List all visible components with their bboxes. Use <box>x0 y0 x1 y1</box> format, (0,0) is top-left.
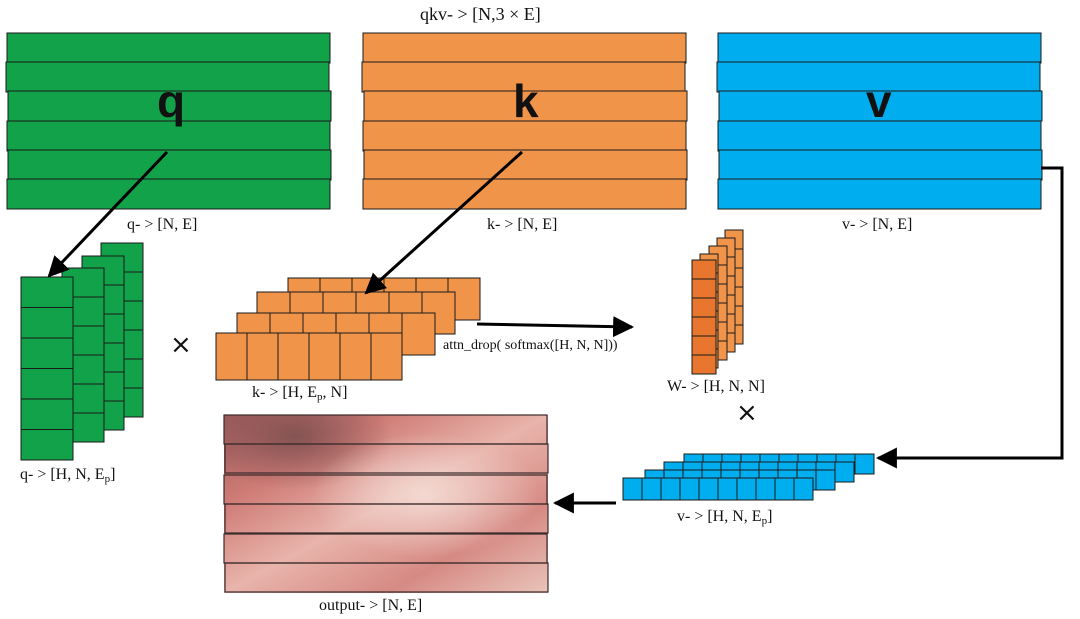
q-strip <box>6 32 331 64</box>
arrow-v-to-heads <box>875 166 1064 469</box>
k-strip <box>362 178 687 210</box>
q-head-cell <box>20 368 74 400</box>
v-block-label: v- > [N, E] <box>842 216 913 233</box>
w-cell <box>691 259 717 280</box>
v-head-cell <box>793 477 814 501</box>
w-cell <box>691 297 717 318</box>
k-strip <box>362 120 687 152</box>
v-heads-label: v- > [H, N, Ep] <box>677 508 773 527</box>
k-strip <box>362 32 687 64</box>
v-head-cell <box>854 453 875 475</box>
k-head-cell <box>277 332 310 381</box>
q-block-label: q- > [N, E] <box>127 216 198 233</box>
k-head-cell <box>215 332 248 381</box>
q-head-cell <box>20 276 74 308</box>
v-head-cell <box>660 477 681 501</box>
v-head-cell <box>736 477 757 501</box>
v-head-cell <box>698 477 719 501</box>
k-strip <box>363 149 688 181</box>
q-strip <box>7 149 332 181</box>
v-head-cell <box>622 477 643 501</box>
q-heads-label: q- > [H, N, Ep] <box>20 466 116 485</box>
w-cell <box>691 316 717 337</box>
w-cell <box>691 354 717 375</box>
v-head-cell <box>774 477 795 501</box>
k-head-cell <box>370 332 403 381</box>
v-head-cell <box>815 469 836 491</box>
output-block <box>223 414 549 593</box>
v-strip <box>717 32 1042 64</box>
multiply-symbol-qk: × <box>170 330 192 360</box>
v-strip <box>717 178 1042 210</box>
arrow-attn-to-w <box>476 316 635 338</box>
v-strip <box>717 120 1042 152</box>
v-head-cell <box>641 477 662 501</box>
k-block-label: k- > [N, E] <box>487 216 558 233</box>
v-head-cell <box>717 477 738 501</box>
k-letter: k <box>513 75 539 127</box>
w-cell <box>691 278 717 299</box>
attention-label: attn_drop( softmax([H, N, N])) <box>443 338 618 353</box>
v-strip <box>718 149 1043 181</box>
weights-label: W- > [H, N, N] <box>667 378 765 395</box>
k-heads-label: k- > [H, Ep, N] <box>252 384 348 403</box>
k-head-cell <box>401 312 436 356</box>
arrow-k-to-heads <box>364 150 524 295</box>
q-head-cell <box>20 337 74 369</box>
k-head-cell <box>339 332 372 381</box>
multiply-symbol-wv: × <box>736 398 758 428</box>
q-letter: q <box>157 75 186 127</box>
output-strip <box>224 503 549 534</box>
k-head-cell <box>246 332 279 381</box>
v-strip <box>716 61 1041 93</box>
output-strip <box>224 443 549 474</box>
output-strip <box>224 562 549 593</box>
w-cell <box>691 335 717 356</box>
output-label: output- > [N, E] <box>319 597 423 614</box>
q-strip <box>6 178 331 210</box>
v-letter: v <box>866 75 892 127</box>
q-strip <box>7 90 332 122</box>
arrow-q-to-heads <box>47 150 169 278</box>
q-head-cell <box>20 307 74 339</box>
v-head-cell <box>755 477 776 501</box>
k-head-cell <box>308 332 341 381</box>
k-strip <box>361 61 686 93</box>
v-head-cell <box>834 461 855 483</box>
v-head-cell <box>679 477 700 501</box>
q-head-cell <box>20 429 74 461</box>
q-strip <box>5 61 330 93</box>
qkv-title: qkv- > [N,3 × E] <box>420 4 541 24</box>
q-head-cell <box>20 398 74 430</box>
q-strip <box>6 120 331 152</box>
